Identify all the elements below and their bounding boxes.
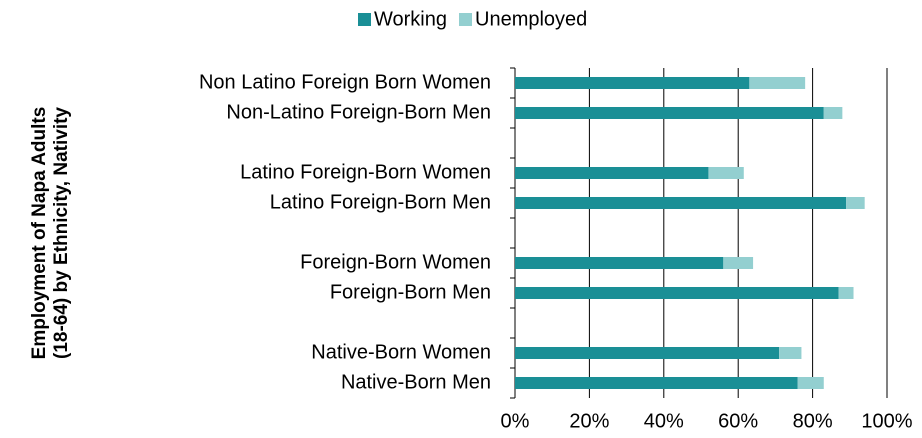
y-tick-label: Native-Born Men	[341, 371, 491, 393]
x-tick-label: 0%	[501, 410, 530, 432]
x-tick-label: 40%	[644, 410, 684, 432]
x-tick-label: 80%	[793, 410, 833, 432]
bar-segment	[515, 107, 824, 119]
bar-segment	[515, 167, 709, 179]
y-tick-label: Foreign-Born Women	[300, 251, 491, 273]
bar-segment	[515, 257, 724, 269]
y-axis-title-line: (18-64) by Ethnicity, Nativity	[51, 107, 72, 359]
bar-segment	[779, 347, 802, 359]
bar-segment	[515, 197, 847, 209]
y-tick-label: Latino Foreign-Born Men	[270, 191, 491, 213]
bar-segment	[515, 377, 798, 389]
bar-segment	[723, 257, 754, 269]
y-tick-label: Foreign-Born Men	[330, 281, 491, 303]
legend-swatch	[358, 13, 371, 26]
bar-segment	[749, 77, 806, 89]
y-tick-label: Non Latino Foreign Born Women	[199, 71, 491, 93]
bar-segment	[515, 347, 780, 359]
bar-segment	[515, 287, 839, 299]
y-tick-label: Latino Foreign-Born Women	[240, 161, 491, 183]
legend-swatch	[459, 13, 472, 26]
bar-segment	[797, 377, 824, 389]
bar-segment	[708, 167, 744, 179]
bar-segment	[846, 197, 865, 209]
bar-segment	[515, 77, 750, 89]
bar-segment	[823, 107, 843, 119]
bar-segment	[838, 287, 854, 299]
x-tick-label: 20%	[569, 410, 609, 432]
y-tick-label: Native-Born Women	[311, 341, 491, 363]
x-tick-label: 60%	[718, 410, 758, 432]
legend-label: Working	[374, 8, 447, 30]
legend-label: Unemployed	[475, 8, 587, 30]
x-tick-label: 100%	[861, 410, 912, 432]
y-axis-title-line: Employment of Napa Adults	[29, 107, 50, 360]
y-axis-title: Employment of Napa Adults (18-64) by Eth…	[29, 107, 72, 360]
y-tick-label: Non-Latino Foreign-Born Men	[226, 101, 491, 123]
